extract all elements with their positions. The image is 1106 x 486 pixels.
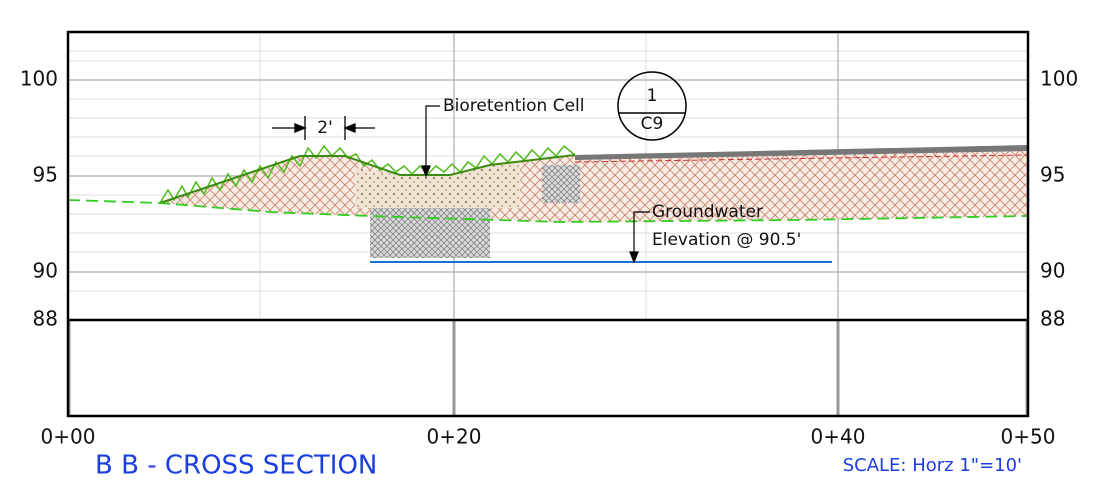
groundwater-elevation: Elevation @ 90.5'	[652, 230, 801, 250]
station-label: 0+50	[1001, 425, 1056, 449]
ground-line	[159, 154, 576, 204]
cell-leader	[421, 105, 440, 178]
grass	[159, 144, 576, 204]
filter-media	[355, 163, 520, 208]
station-label: 0+20	[427, 425, 482, 449]
elevation-label-right: 88	[1040, 307, 1065, 331]
station-label: 0+40	[811, 425, 866, 449]
elevation-label-left: 88	[33, 307, 58, 331]
station-labels: 0+00 0+20 0+40 0+50	[41, 425, 1056, 449]
major-grid	[68, 32, 1028, 416]
station-lines	[67, 320, 1029, 416]
elevation-label-right: 90	[1040, 259, 1065, 283]
detail-bubble	[617, 71, 687, 141]
elevation-label-right: 100	[1040, 67, 1078, 91]
elevation-labels: 100 100 95 95 90 90 88 88	[20, 67, 1078, 331]
width-label: 2'	[317, 118, 333, 138]
scale: SCALE: Horz 1"=10'	[843, 455, 1022, 476]
frame	[66, 30, 1030, 418]
elevation-label-left: 95	[33, 163, 58, 187]
station-label: 0+00	[41, 425, 96, 449]
dimension	[272, 116, 375, 140]
gravel-trench	[542, 165, 580, 203]
pavement-edge	[574, 154, 1029, 163]
detail-number: 1	[647, 86, 658, 106]
groundwater-line	[67, 199, 1029, 223]
elevation-label-left: 100	[20, 67, 58, 91]
detail-sheet: C9	[641, 114, 664, 134]
gravel-storage	[370, 208, 490, 258]
title: B B - CROSS SECTION	[95, 451, 377, 481]
elevation-label-right: 95	[1040, 163, 1065, 187]
groundwater-label: Groundwater	[652, 202, 763, 222]
groundwater-leader	[629, 211, 650, 264]
elevation-label-left: 90	[33, 259, 58, 283]
cell-label: Bioretention Cell	[443, 96, 585, 116]
pavement	[575, 145, 1028, 160]
